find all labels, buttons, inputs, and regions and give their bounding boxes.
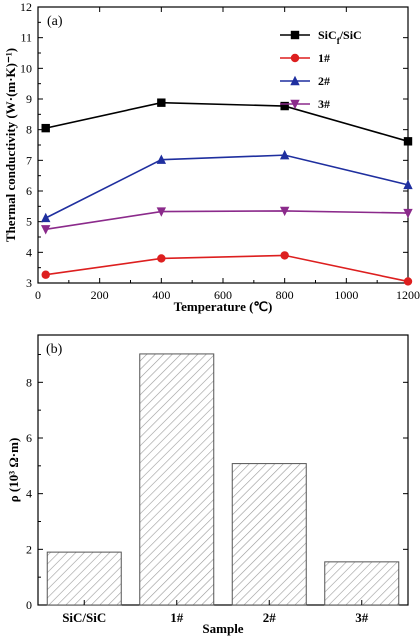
x-axis-b: SiC/SiC 1# 2# 3#: [62, 600, 369, 625]
x-axis-title-a: Temperature (℃): [174, 299, 273, 314]
data-point: [403, 208, 413, 219]
plot-frame-b: [37, 334, 409, 606]
legend-marker: [290, 30, 300, 40]
y-tick-label: 12: [20, 0, 32, 14]
legend-label: 3#: [318, 97, 330, 111]
y-tick-label: 11: [20, 31, 32, 45]
y-tick-label: 6: [26, 431, 32, 445]
y-tick-label: 2: [26, 542, 32, 556]
data-point: [403, 277, 413, 286]
legend: SiCf/SiC 1# 2# 3#: [280, 28, 362, 111]
series-line: [45, 154, 409, 219]
series-line: [45, 210, 409, 231]
x-tick-label: SiC/SiC: [62, 610, 106, 625]
series: [41, 98, 413, 146]
x-tick-label: 1#: [170, 610, 184, 625]
x-axis-a: 0 200 400 600 800 1000 1200: [35, 7, 420, 302]
series-group: [41, 98, 413, 286]
y-tick-label: 10: [20, 61, 32, 75]
bar: [46, 551, 122, 606]
y-tick-label: 0: [26, 598, 32, 612]
legend-label: SiCf/SiC: [318, 28, 362, 46]
legend-marker: [290, 75, 300, 86]
y-tick-label: 8: [26, 375, 32, 389]
series-line: [45, 254, 409, 283]
panel-label-b: (b): [46, 342, 63, 357]
y-tick-label: 3: [26, 276, 32, 290]
y-axis-b: 0 2 4 6 8: [26, 353, 408, 612]
panel-label-a: (a): [47, 14, 63, 29]
x-tick-label: 1000: [334, 288, 358, 302]
bar: [231, 463, 307, 606]
legend-entry: 3#: [280, 97, 330, 111]
legend-marker: [290, 99, 300, 110]
y-tick-label: 7: [26, 153, 32, 167]
legend-label: 2#: [318, 74, 330, 88]
plot-frame-a: [37, 6, 409, 284]
x-axis-title-b: Sample: [202, 621, 243, 636]
legend-entry: 1#: [280, 51, 330, 65]
data-point: [403, 179, 413, 190]
y-tick-label: 9: [26, 92, 32, 106]
data-point: [41, 123, 50, 133]
y-axis-title-b: ρ (10³ Ω·m): [6, 438, 21, 503]
y-tick-label: 4: [26, 245, 32, 259]
data-point: [156, 154, 167, 164]
series: [41, 251, 413, 286]
y-axis-a: 3 4 5 6 7 8 9 10 11 12: [20, 0, 408, 290]
series-line: [45, 101, 409, 143]
data-point: [157, 98, 166, 107]
x-tick-label: 3#: [355, 610, 369, 625]
y-axis-title-a: Thermal conductivity (W·(m·K)⁻¹): [3, 48, 18, 242]
y-tick-label: 6: [26, 184, 32, 198]
resistivity-chart: (b) 0 2 4 6 8 SiC/SiC 1# 2# 3# Sample ρ (10³ Ω·…: [6, 334, 409, 636]
bar: [324, 561, 400, 606]
data-point: [41, 212, 51, 223]
data-point: [279, 206, 290, 217]
x-tick-label: 400: [152, 288, 170, 302]
data-point: [279, 149, 290, 160]
legend-entry: SiCf/SiC: [280, 28, 362, 46]
data-point: [403, 137, 413, 146]
x-tick-label: 1200: [396, 288, 420, 302]
data-point: [156, 207, 167, 217]
x-tick-label: 200: [91, 288, 109, 302]
legend-label: 1#: [318, 51, 330, 65]
data-point: [157, 254, 166, 263]
x-tick-label: 800: [276, 288, 294, 302]
bars-group: [46, 353, 400, 606]
bar: [139, 353, 215, 606]
data-point: [41, 225, 51, 235]
x-tick-label: 0: [35, 288, 41, 302]
x-tick-label: 2#: [263, 610, 277, 625]
data-point: [280, 251, 289, 260]
y-tick-label: 4: [26, 487, 32, 501]
x-tick-label: 600: [214, 288, 232, 302]
legend-entry: 2#: [280, 74, 330, 88]
y-tick-label: 8: [26, 123, 32, 137]
series: [41, 206, 413, 235]
data-point: [280, 101, 289, 111]
y-tick-label: 5: [26, 215, 32, 229]
series: [41, 149, 413, 223]
data-point: [41, 270, 50, 279]
legend-marker: [290, 53, 300, 63]
